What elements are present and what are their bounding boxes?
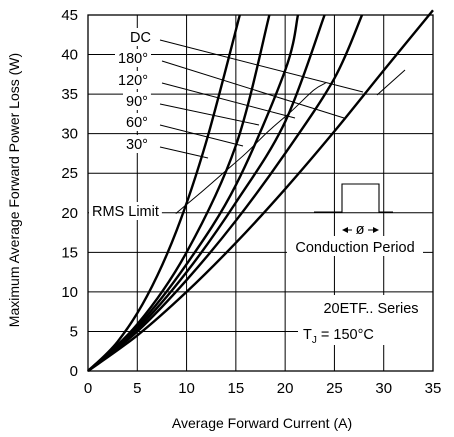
- y-tick-label: 35: [61, 86, 78, 103]
- leader-line-dc-secondary: [376, 69, 406, 96]
- label-bg-180deg: [115, 49, 151, 67]
- conduction-symbol: ø: [356, 222, 365, 238]
- rms-limit-curve: [175, 82, 326, 214]
- leader-line-120deg: [161, 82, 296, 119]
- x-tick-label: 30: [375, 380, 392, 397]
- series-label-90deg: 90°: [126, 94, 148, 110]
- rms-limit-label-bg: [89, 202, 162, 220]
- series-line-dc: [87, 9, 434, 372]
- x-tick-label: 0: [84, 380, 92, 397]
- label-bg-90deg: [123, 92, 151, 110]
- x-tick-label: 10: [178, 380, 195, 397]
- y-tick-label: 5: [70, 323, 78, 340]
- x-tick-label: 20: [277, 380, 294, 397]
- y-tick-label: 40: [61, 47, 78, 64]
- plot-frame: [87, 14, 434, 372]
- series-line-30deg: [87, 14, 241, 372]
- annotations: ø Conduction Period 20ETF.. Series TJ = …: [287, 183, 440, 346]
- leader-line-30deg: [159, 146, 209, 159]
- series-label-60deg: 60°: [126, 115, 148, 131]
- leader-line-90deg: [159, 103, 260, 126]
- leader-line-180deg: [161, 60, 345, 119]
- conduction-period-inset: ø Conduction Period: [287, 183, 423, 256]
- rms-limit-label: RMS Limit: [92, 204, 159, 220]
- x-tick-labels: 0 5 10 15 20 25 30 35: [84, 380, 442, 397]
- y-tick-label: 10: [61, 284, 78, 301]
- series-label-30deg: 30°: [126, 137, 148, 153]
- y-axis-label: Maximum Average Forward Power Loss (W): [6, 53, 22, 327]
- conduction-waveform: [314, 183, 393, 213]
- conduction-arrow-left: [342, 227, 348, 233]
- series-label-180deg: 180°: [118, 51, 148, 67]
- y-tick-label: 30: [61, 126, 78, 143]
- series-curves: [87, 9, 434, 372]
- label-bg-120deg: [115, 71, 151, 89]
- series-label-120deg: 120°: [118, 73, 148, 89]
- conduction-arrow-right: [373, 227, 379, 233]
- junction-temperature-label: TJ = 150°C: [303, 327, 374, 346]
- series-line-60deg: [87, 14, 271, 372]
- x-axis-label: Average Forward Current (A): [172, 415, 352, 431]
- x-tick-label: 5: [133, 380, 141, 397]
- series-title: 20ETF.. Series: [323, 301, 418, 317]
- label-bg-60deg: [123, 113, 151, 131]
- y-tick-label: 20: [61, 205, 78, 222]
- y-tick-label: 15: [61, 244, 78, 261]
- label-bg-dc: [127, 28, 154, 46]
- label-bg-30deg: [123, 135, 151, 153]
- leader-line-60deg: [159, 124, 244, 147]
- series-line-90deg: [87, 14, 300, 372]
- y-tick-labels: 0 5 10 15 20 25 30 35 40 45: [61, 7, 78, 380]
- rms-limit-line: [175, 82, 326, 214]
- series-labels: DC 180° 120° 90° 60° 30° RMS Limit: [89, 28, 406, 220]
- y-tick-label: 45: [61, 7, 78, 24]
- y-tick-label: 0: [70, 363, 78, 380]
- x-tick-label: 35: [425, 380, 442, 397]
- x-tick-label: 15: [228, 380, 245, 397]
- x-tick-label: 25: [326, 380, 343, 397]
- series-line-120deg: [87, 14, 326, 372]
- series-line-180deg: [87, 14, 364, 372]
- conduction-period-label: Conduction Period: [295, 240, 414, 256]
- leader-line-dc: [159, 39, 364, 93]
- series-label-dc: DC: [130, 30, 151, 46]
- y-tick-label: 25: [61, 165, 78, 182]
